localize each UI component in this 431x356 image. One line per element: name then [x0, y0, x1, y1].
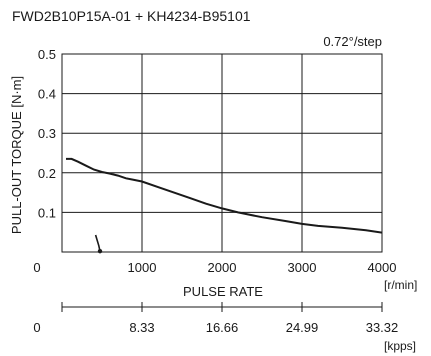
y-tick-label: 0.1 — [38, 205, 56, 220]
secondary-axis-label: 0 — [33, 320, 40, 335]
step-angle-annotation: 0.72°/step — [323, 34, 382, 49]
chart-title: FWD2B10P15A-01 + KH4234-B95101 — [12, 8, 251, 24]
x-tick-labels: 1000 2000 3000 4000 — [128, 260, 397, 275]
torque-curve — [66, 157, 383, 234]
y-tick-labels: 0.1 0.2 0.3 0.4 0.5 0 — [33, 47, 56, 275]
secondary-axis-label: 33.32 — [366, 320, 399, 335]
x-axis-label: PULSE RATE — [183, 284, 263, 299]
start-marker-line — [94, 234, 101, 252]
grid-lines — [62, 54, 382, 252]
plot-frame — [61, 53, 383, 253]
y-tick-label: 0.5 — [38, 47, 56, 62]
y-tick-label: 0.2 — [38, 166, 56, 181]
y-tick-label: 0.3 — [38, 126, 56, 141]
x-tick-label: 2000 — [208, 260, 237, 275]
x-axis-unit: [r/min] — [384, 278, 417, 292]
x-tick-label: 4000 — [368, 260, 397, 275]
secondary-axis-label: 16.66 — [206, 320, 239, 335]
y-axis-label: PULL-OUT TORQUE [N·m] — [9, 76, 24, 234]
y-tick-label-zero: 0 — [33, 260, 40, 275]
x-tick-label: 1000 — [128, 260, 157, 275]
secondary-axis: 0 8.33 16.66 24.99 33.32 — [33, 302, 398, 335]
secondary-axis-label: 24.99 — [286, 320, 319, 335]
x-tick-label: 3000 — [288, 260, 317, 275]
y-tick-label: 0.4 — [38, 87, 56, 102]
secondary-axis-unit: [kpps] — [384, 339, 416, 353]
start-marker-dot — [97, 249, 103, 254]
secondary-axis-label: 8.33 — [129, 320, 154, 335]
